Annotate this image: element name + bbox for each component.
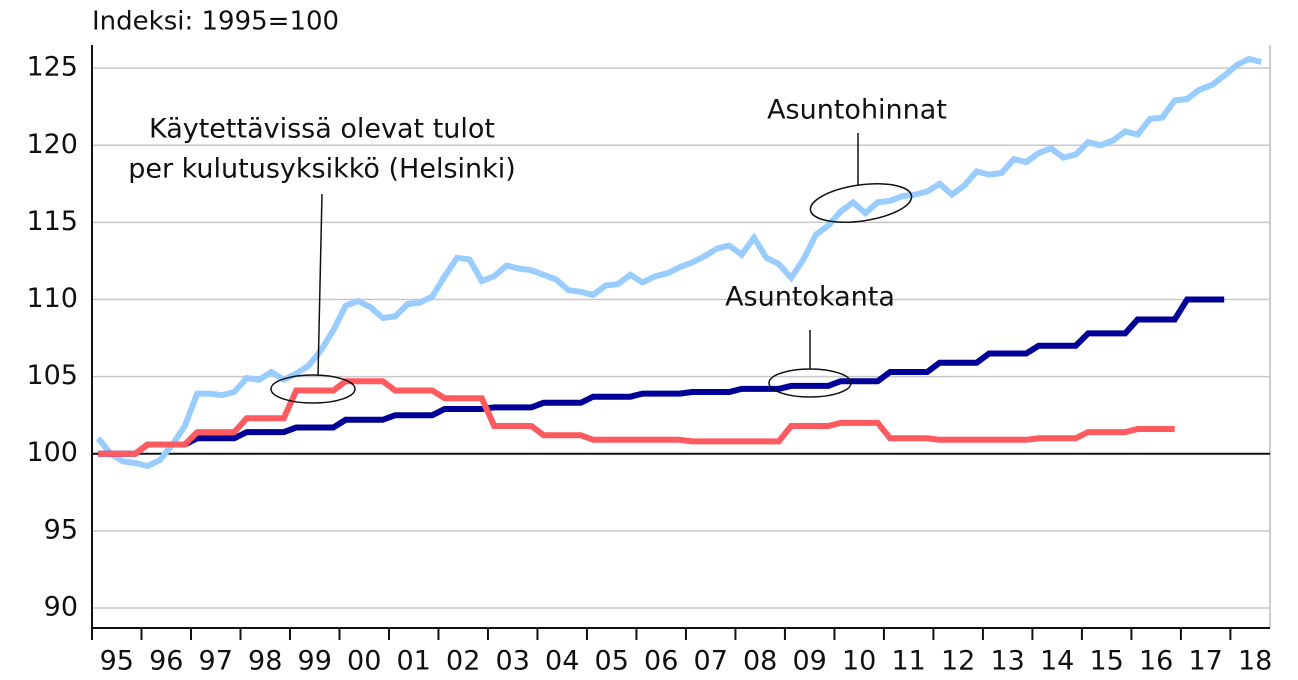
x-tick-label: 12: [941, 646, 975, 677]
grid: [92, 67, 1270, 609]
x-tick-label: 14: [1040, 646, 1074, 677]
annotation-text: per kulutusyksikkö (Helsinki): [128, 154, 516, 185]
x-tick-label: 04: [545, 646, 579, 677]
series-lines: [95, 55, 1263, 470]
x-tick-label: 96: [149, 646, 183, 677]
x-tick-label: 00: [347, 646, 381, 677]
callout-ellipse: [270, 374, 356, 404]
series-line: [95, 55, 1263, 470]
x-tick-label: 16: [1139, 646, 1173, 677]
series-line: [98, 378, 1175, 457]
x-tick-label: 99: [298, 646, 332, 677]
x-tick-label: 03: [496, 646, 530, 677]
annotation-text: Asuntokanta: [725, 282, 895, 313]
x-tick-label: 17: [1188, 646, 1222, 677]
callout-ellipse: [809, 183, 913, 223]
annotation-prices: Asuntohinnat: [767, 95, 947, 223]
chart-title: Indeksi: 1995=100: [92, 7, 339, 37]
annotation-text: Asuntohinnat: [767, 95, 947, 126]
y-tick-label: 100: [26, 437, 78, 468]
x-tick-label: 15: [1089, 646, 1123, 677]
leader-line: [317, 193, 323, 377]
x-tick-label: 01: [397, 646, 431, 677]
x-tick-label: 08: [743, 646, 777, 677]
y-tick-label: 125: [26, 52, 78, 83]
x-tick-label: 95: [100, 646, 134, 677]
annotation-text: Käytettävissä olevat tulot: [149, 114, 495, 145]
x-tick-label: 06: [644, 646, 678, 677]
x-tick-label: 98: [248, 646, 282, 677]
y-tick-label: 105: [26, 360, 78, 391]
y-tick-label: 120: [26, 129, 78, 160]
x-tick-label: 18: [1238, 646, 1272, 677]
x-tick-label: 10: [842, 646, 876, 677]
x-tick-label: 02: [446, 646, 480, 677]
x-tick-label: 13: [990, 646, 1024, 677]
y-tick-label: 90: [44, 591, 78, 622]
x-tick-label: 05: [595, 646, 629, 677]
x-tick-label: 97: [199, 646, 233, 677]
series-line: [98, 296, 1225, 457]
callout-ellipse: [768, 368, 852, 398]
y-tick-label: 95: [44, 514, 78, 545]
x-tick-label: 07: [694, 646, 728, 677]
x-tick-label: 11: [892, 646, 926, 677]
y-tick-label: 110: [26, 283, 78, 314]
annotation-stock: Asuntokanta: [725, 282, 895, 398]
x-tick-label: 09: [793, 646, 827, 677]
y-tick-label: 115: [26, 206, 78, 237]
annotation-income: Käytettävissä olevat tulot per kulutusyk…: [128, 114, 516, 404]
